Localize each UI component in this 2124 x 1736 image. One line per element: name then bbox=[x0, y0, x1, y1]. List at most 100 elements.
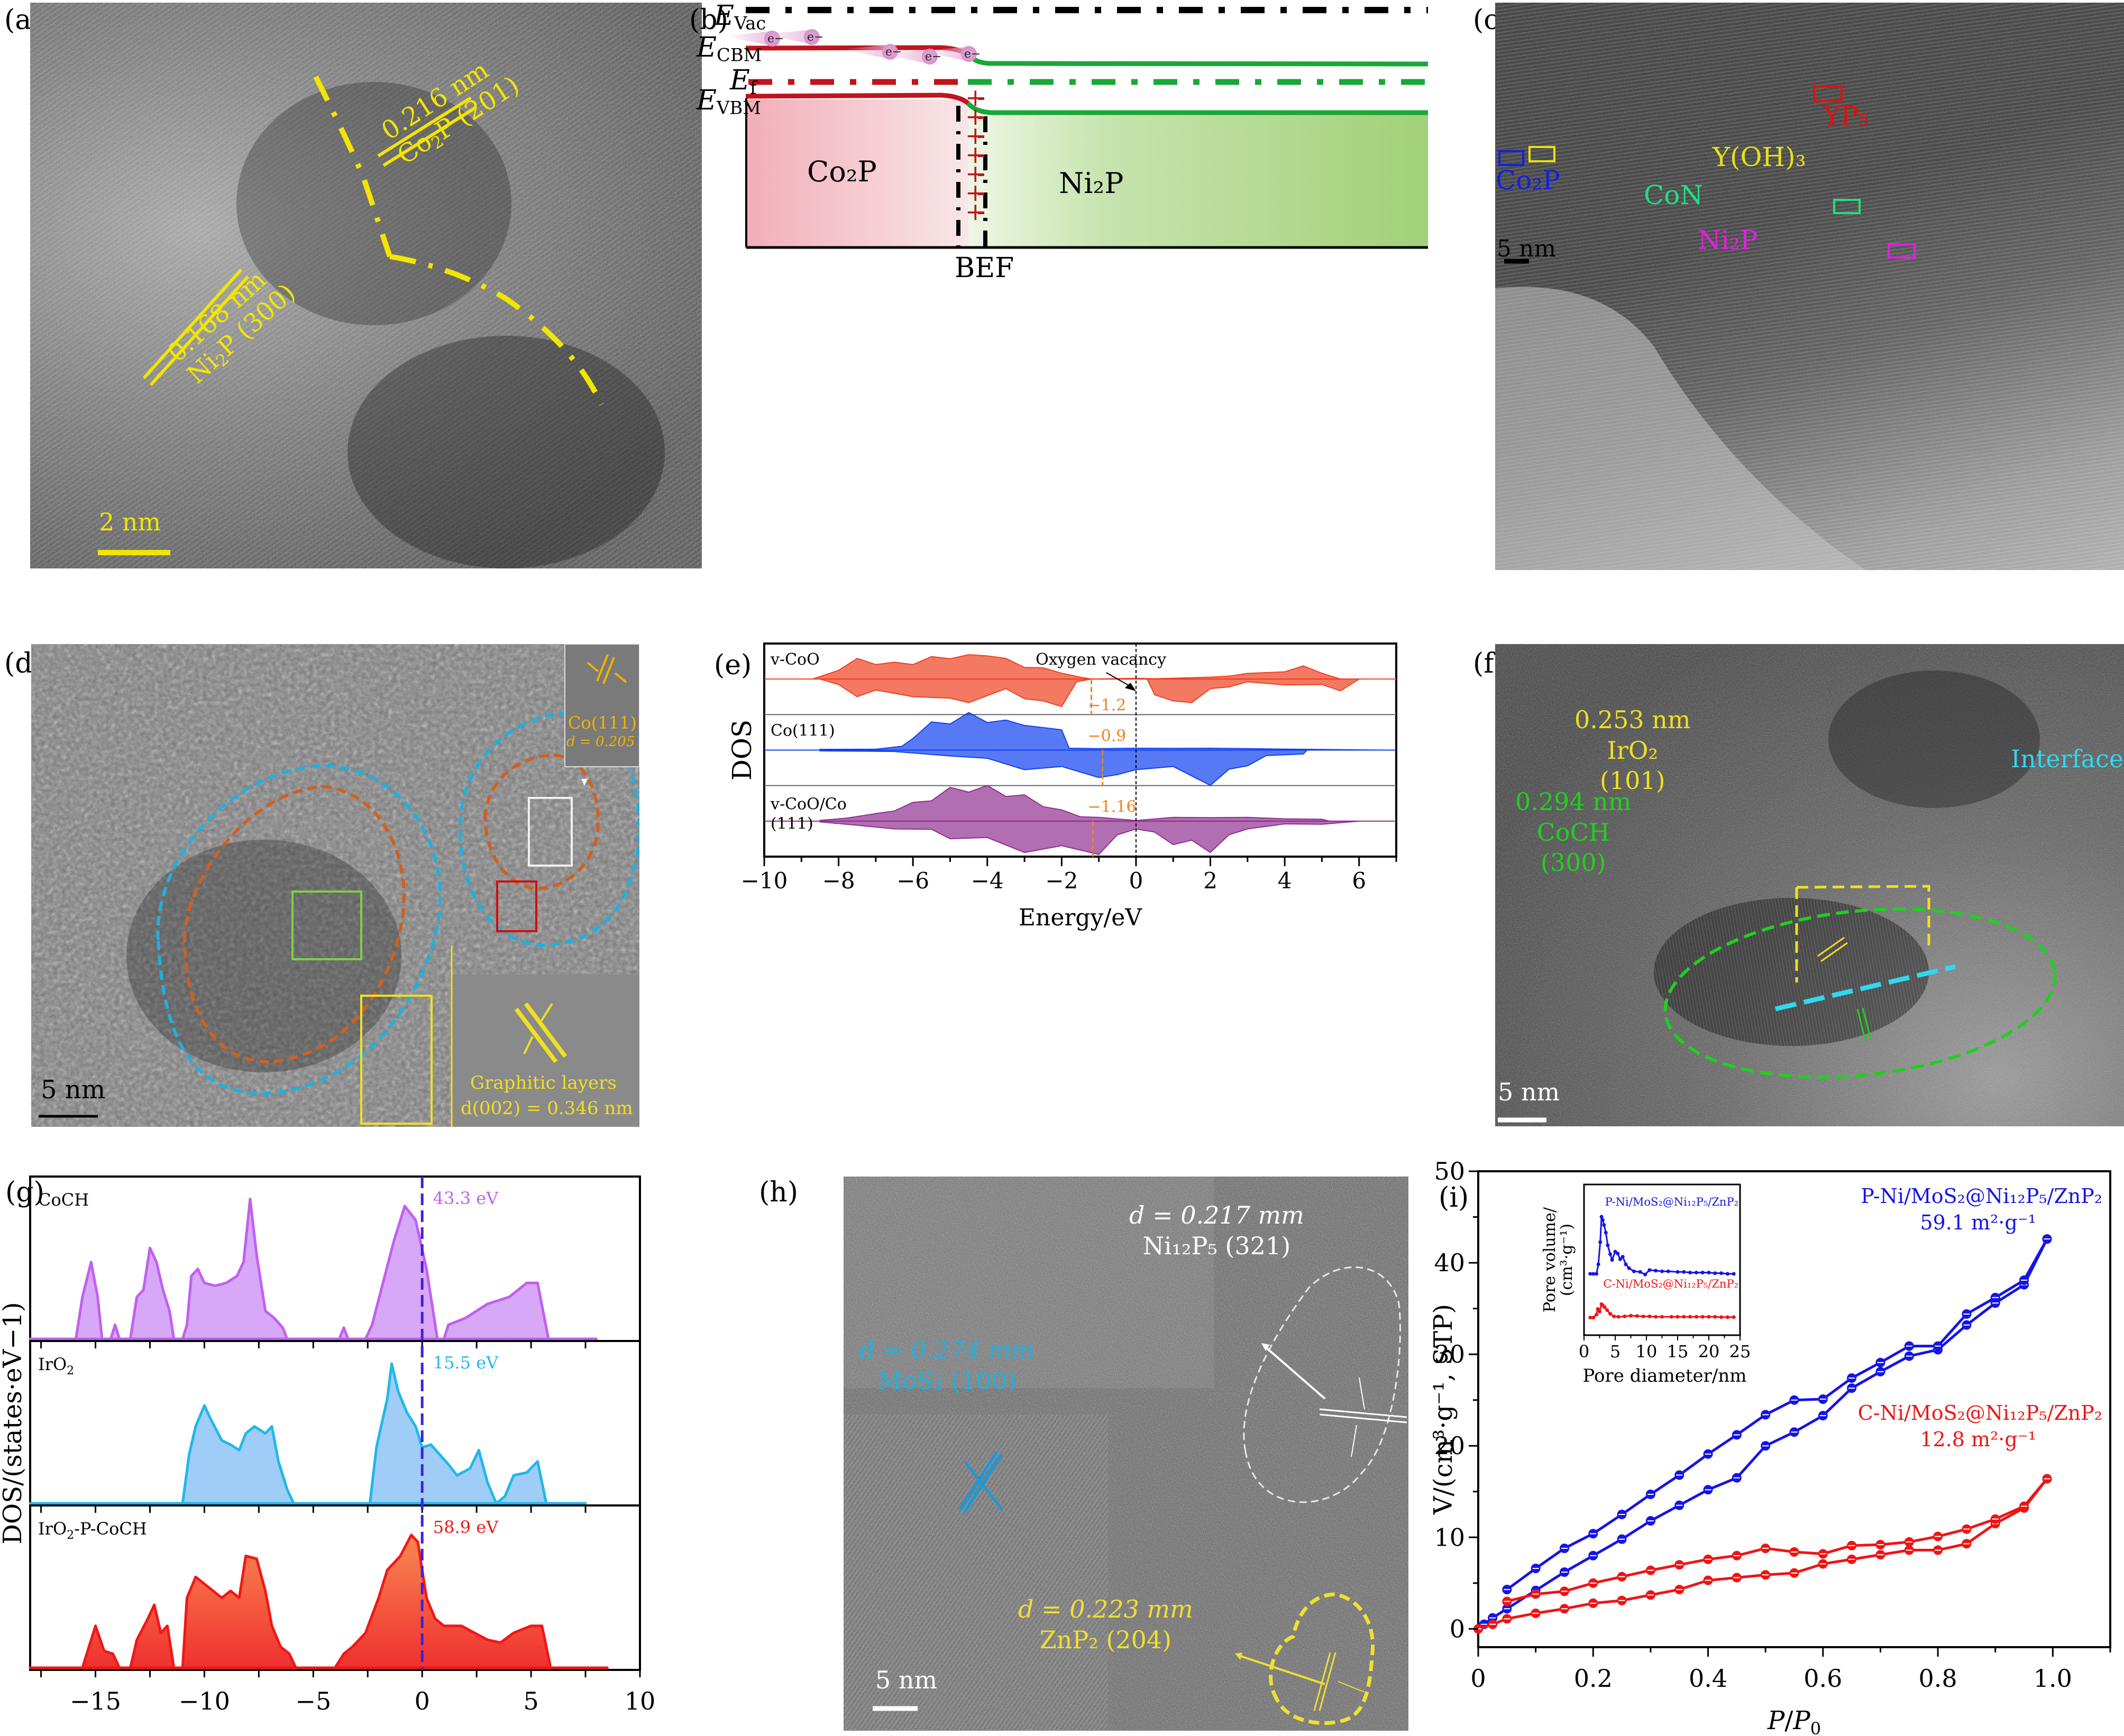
dos-spin-up-0 bbox=[812, 654, 1341, 680]
series-label: v-CoO bbox=[770, 650, 820, 669]
x-tick-label: 0.8 bbox=[1919, 1664, 1957, 1693]
inset-point bbox=[1598, 1309, 1601, 1314]
label-e-cbm: ECBM bbox=[697, 32, 762, 66]
inset-point bbox=[1603, 1305, 1607, 1309]
x-tick-label: 0.2 bbox=[1574, 1664, 1613, 1693]
inset-point bbox=[1612, 1315, 1616, 1318]
xlabel-part: Energy bbox=[251, 1731, 352, 1736]
inset-point bbox=[1732, 1272, 1736, 1276]
label-sub: 2 bbox=[67, 1529, 74, 1542]
y-tick-label: 0 bbox=[1450, 1614, 1465, 1643]
inset-point bbox=[1694, 1315, 1698, 1319]
inset-point bbox=[1707, 1271, 1711, 1275]
inset-point bbox=[1600, 1218, 1605, 1222]
inset-point bbox=[1591, 1272, 1596, 1276]
x-tick-label: 0 bbox=[415, 1687, 430, 1715]
d-band-center-label: −1.16 bbox=[1088, 798, 1137, 816]
grain-boundary-2 bbox=[389, 254, 604, 406]
surface-area-label: 59.1 m²·g⁻¹ bbox=[1920, 1211, 2036, 1234]
scale-bar-label-f: 5 nm bbox=[1498, 1078, 1560, 1106]
electrons-group: e− e−e− e− e− bbox=[725, 29, 981, 65]
region-box-yellow bbox=[360, 995, 433, 1125]
hrtem-micrograph-d: Co(111) d = 0.205 nm Graphitic layers d(… bbox=[31, 644, 639, 1127]
hrtem-micrograph-f: 0.253 nm IrO₂ (101) 0.294 nm CoCH (300) … bbox=[1495, 644, 2124, 1126]
inset-point bbox=[1719, 1271, 1724, 1275]
coch-compound: CoCH bbox=[1536, 818, 1610, 847]
electron-tail bbox=[921, 47, 969, 61]
plot-frame bbox=[29, 1175, 641, 1671]
electron-tail bbox=[882, 49, 930, 64]
x-tick-label: 2 bbox=[1203, 868, 1217, 894]
inset-x-axis-label: Pore diameter/nm bbox=[1582, 1365, 1746, 1386]
mos2-lattice-marker-2 bbox=[964, 1461, 1003, 1511]
panel-label-i: (i) bbox=[1439, 1182, 1469, 1214]
graphitic-label-1: Graphitic layers bbox=[470, 1072, 617, 1094]
dos-spin-down-2 bbox=[819, 820, 1359, 855]
region-box-green bbox=[291, 890, 362, 960]
label-ni2p-c: Ni₂P bbox=[1698, 225, 1758, 255]
inset-point bbox=[1588, 1316, 1592, 1320]
electron-tail bbox=[725, 31, 772, 46]
xlabel-var: E bbox=[352, 1731, 371, 1736]
minus-charge bbox=[978, 192, 984, 195]
coch-d-spacing: 0.294 nm bbox=[1515, 787, 1632, 816]
inset-point bbox=[1694, 1271, 1698, 1275]
panel-g: (g) CoCH 43.3 eV IrO2 15.5 eV IrO2-P-CoCH 58.… bbox=[0, 1163, 688, 1736]
inset-y-axis-label: Pore volume/ bbox=[1541, 1207, 1559, 1312]
inset-point bbox=[1602, 1223, 1606, 1227]
x-tick-label: 0 bbox=[1129, 868, 1143, 894]
inset-x-tick-label: 0 bbox=[1579, 1342, 1589, 1362]
value-label: 43.3 eV bbox=[433, 1188, 499, 1208]
tem-a-overlay bbox=[30, 3, 702, 568]
inset-point bbox=[1669, 1315, 1673, 1319]
dos-spin-up-2 bbox=[819, 785, 1330, 822]
series-label: CoCH bbox=[38, 1190, 89, 1210]
inset-point bbox=[1682, 1270, 1686, 1274]
label-part: -P-CoCH bbox=[74, 1519, 147, 1539]
shell-outline-left-outer bbox=[156, 764, 442, 1096]
mos2-label: d = 0.274 mm MoS₂ (100) bbox=[859, 1335, 1034, 1396]
xlabel-P0: P bbox=[1792, 1706, 1810, 1735]
dos-chart-e: −1.2 v-CoO −0.9 Co(111) −1.16 v-CoO/Co(111) Ox… bbox=[727, 642, 1397, 931]
inset-y-axis-label-units: (cm³·g⁻¹) bbox=[1558, 1224, 1576, 1296]
charges-group: +++++++ bbox=[965, 83, 986, 226]
minus-charge bbox=[978, 135, 984, 138]
hrtem-micrograph-h: d = 0.217 mm Ni₁₂P₅ (321) d = 0.274 mm M… bbox=[844, 1177, 1408, 1731]
znp2-label: d = 0.223 mm ZnP₂ (204) bbox=[1018, 1594, 1193, 1655]
inset-point bbox=[1598, 1240, 1603, 1244]
ni2p-region bbox=[968, 98, 1428, 247]
inset-point bbox=[1688, 1315, 1692, 1319]
panel-h: (h) bbox=[740, 1163, 1428, 1736]
electron-tail bbox=[843, 44, 890, 59]
mos2-d-spacing: d = 0.274 mm bbox=[859, 1336, 1034, 1364]
panel-e: (e) −1.2 v-CoO −0.9 Co(111) −1.16 v-CoO/Co (11… bbox=[714, 635, 1428, 1137]
inset-x-tick-label: 20 bbox=[1698, 1342, 1720, 1362]
dos-spin-up-1 bbox=[819, 712, 1381, 751]
ni12p5-d-spacing: d = 0.217 mm bbox=[1129, 1201, 1304, 1229]
inset-point bbox=[1606, 1243, 1610, 1247]
inset-point bbox=[1660, 1269, 1664, 1273]
panel-b: (b) + + + + + + + e− e− e− e− e− EVac ECBM Ef EVBM… bbox=[688, 0, 1428, 582]
surface-area-label: 12.8 m²·g⁻¹ bbox=[1920, 1428, 2036, 1451]
inset-co111-label-1: Co(111) bbox=[568, 713, 637, 733]
inset-point bbox=[1713, 1271, 1717, 1275]
minus-charge bbox=[978, 97, 984, 100]
value-label: 15.5 eV bbox=[433, 1353, 499, 1373]
inset-x-tick-label: 25 bbox=[1729, 1342, 1751, 1362]
x-tick-label: 1.0 bbox=[2034, 1664, 2072, 1693]
region-box-ni2p bbox=[1888, 243, 1916, 259]
inset-point bbox=[1647, 1315, 1652, 1318]
label-bef: BEF bbox=[955, 252, 1014, 284]
ni12p5-plane: Ni₁₂P₅ (321) bbox=[1142, 1231, 1291, 1260]
panel-label-h: (h) bbox=[759, 1177, 799, 1208]
inset-point bbox=[1638, 1270, 1642, 1274]
label-co2p-c: Co₂P bbox=[1496, 165, 1561, 196]
x-tick-label: −8 bbox=[822, 868, 855, 894]
label-e-f: Ef bbox=[730, 65, 757, 98]
inset-point bbox=[1604, 1230, 1608, 1235]
y-axis-label: DOS bbox=[727, 720, 757, 780]
inset-point bbox=[1654, 1269, 1658, 1273]
panel-label-b: (b) bbox=[689, 4, 728, 36]
vbm-line-left bbox=[745, 93, 969, 105]
vbm-line-right bbox=[966, 101, 1428, 115]
